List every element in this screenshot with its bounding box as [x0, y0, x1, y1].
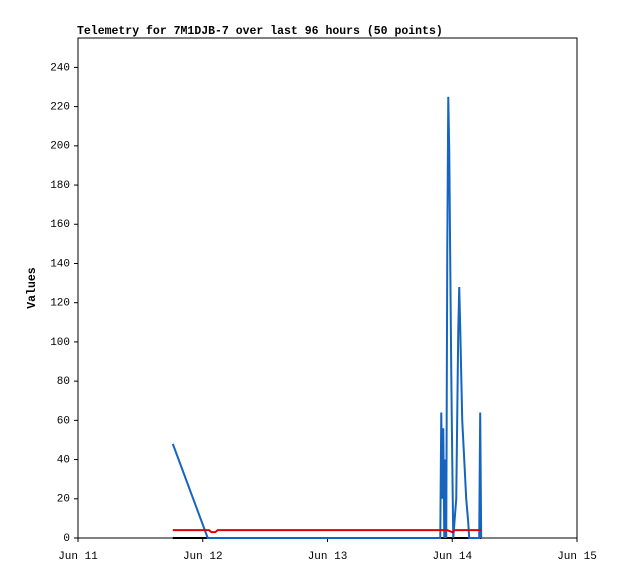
plot-frame [77, 37, 578, 539]
y-tick-label: 120 [50, 298, 70, 310]
x-tick-label: Jun 12 [183, 551, 223, 563]
y-tick-label: 40 [57, 454, 70, 466]
y-tick-label: 20 [57, 494, 70, 506]
x-tick-label: Jun 15 [557, 551, 597, 563]
y-tick-label: 0 [63, 533, 70, 545]
y-tick-label: 100 [50, 337, 70, 349]
x-tick-label: Jun 11 [58, 551, 98, 563]
y-tick-label: 140 [50, 258, 70, 270]
y-axis-label: Values [26, 267, 39, 309]
y-tick-label: 160 [50, 219, 70, 231]
y-tick-label: 60 [57, 415, 70, 427]
series-line [172, 529, 482, 534]
series-line [171, 96, 483, 539]
y-tick-label: 200 [50, 141, 70, 153]
x-tick-label: Jun 13 [308, 551, 348, 563]
x-tick-label: Jun 14 [432, 551, 472, 563]
y-tick-label: 240 [50, 62, 70, 74]
y-tick-label: 220 [50, 102, 70, 114]
y-tick-label: 180 [50, 180, 70, 192]
chart-title: Telemetry for 7M1DJB-7 over last 96 hour… [77, 25, 443, 38]
y-tick-label: 80 [57, 376, 70, 388]
